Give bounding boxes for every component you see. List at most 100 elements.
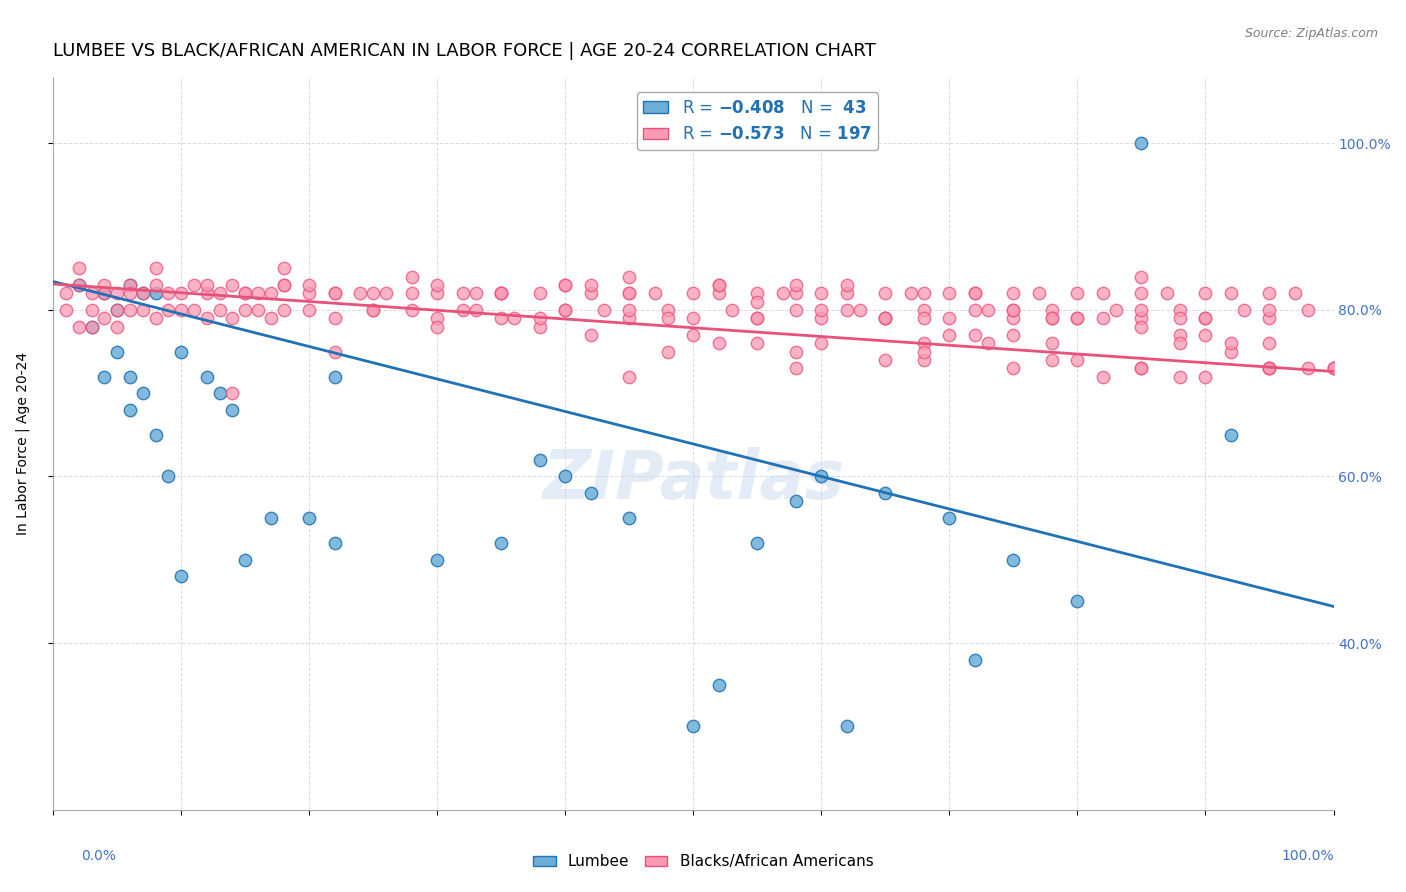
- Blacks/African Americans: [963, 302, 986, 317]
- Blacks/African Americans: [1258, 336, 1281, 351]
- Blacks/African Americans: [1105, 302, 1128, 317]
- Lumbee: [93, 369, 115, 384]
- Blacks/African Americans: [260, 286, 283, 301]
- Text: ZIPatlas: ZIPatlas: [543, 447, 845, 513]
- Blacks/African Americans: [491, 286, 513, 301]
- Blacks/African Americans: [938, 311, 960, 326]
- Blacks/African Americans: [221, 277, 243, 292]
- Blacks/African Americans: [464, 302, 486, 317]
- Blacks/African Americans: [707, 277, 730, 292]
- Blacks/African Americans: [1168, 369, 1191, 384]
- Blacks/African Americans: [1130, 269, 1153, 284]
- Blacks/African Americans: [157, 302, 180, 317]
- Blacks/African Americans: [529, 286, 551, 301]
- Blacks/African Americans: [579, 286, 602, 301]
- Lumbee: [298, 511, 321, 525]
- Blacks/African Americans: [401, 286, 423, 301]
- Blacks/African Americans: [1040, 352, 1063, 367]
- Blacks/African Americans: [644, 286, 666, 301]
- Blacks/African Americans: [938, 327, 960, 342]
- Blacks/African Americans: [682, 327, 704, 342]
- Blacks/African Americans: [1168, 327, 1191, 342]
- Blacks/African Americans: [1092, 311, 1115, 326]
- Blacks/African Americans: [619, 286, 641, 301]
- Blacks/African Americans: [1066, 352, 1088, 367]
- Blacks/African Americans: [875, 352, 897, 367]
- Lumbee: [1066, 594, 1088, 608]
- Blacks/African Americans: [195, 286, 218, 301]
- Blacks/African Americans: [93, 311, 115, 326]
- Blacks/African Americans: [912, 286, 935, 301]
- Blacks/African Americans: [491, 286, 513, 301]
- Blacks/African Americans: [157, 286, 180, 301]
- Blacks/African Americans: [183, 277, 205, 292]
- Blacks/African Americans: [707, 277, 730, 292]
- Blacks/African Americans: [579, 277, 602, 292]
- Blacks/African Americans: [221, 386, 243, 401]
- Blacks/African Americans: [912, 344, 935, 359]
- Blacks/African Americans: [747, 311, 769, 326]
- Blacks/African Americans: [298, 302, 321, 317]
- Blacks/African Americans: [1028, 286, 1050, 301]
- Blacks/African Americans: [963, 286, 986, 301]
- Lumbee: [426, 553, 449, 567]
- Blacks/African Americans: [93, 277, 115, 292]
- Blacks/African Americans: [491, 286, 513, 301]
- Lumbee: [1220, 427, 1243, 442]
- Blacks/African Americans: [132, 286, 155, 301]
- Blacks/African Americans: [323, 286, 346, 301]
- Blacks/African Americans: [233, 286, 256, 301]
- Blacks/African Americans: [273, 277, 295, 292]
- Blacks/African Americans: [835, 302, 858, 317]
- Blacks/African Americans: [785, 277, 807, 292]
- Blacks/African Americans: [1258, 302, 1281, 317]
- Blacks/African Americans: [912, 352, 935, 367]
- Blacks/African Americans: [349, 286, 371, 301]
- Blacks/African Americans: [118, 302, 141, 317]
- Blacks/African Americans: [118, 277, 141, 292]
- Blacks/African Americans: [938, 286, 960, 301]
- Lumbee: [170, 344, 193, 359]
- Blacks/African Americans: [246, 286, 269, 301]
- Blacks/African Americans: [810, 302, 832, 317]
- Lumbee: [105, 302, 128, 317]
- Blacks/African Americans: [233, 302, 256, 317]
- Blacks/African Americans: [1002, 361, 1025, 376]
- Blacks/African Americans: [529, 311, 551, 326]
- Lumbee: [810, 469, 832, 483]
- Blacks/African Americans: [785, 302, 807, 317]
- Blacks/African Americans: [619, 311, 641, 326]
- Blacks/African Americans: [810, 311, 832, 326]
- Blacks/African Americans: [835, 286, 858, 301]
- Lumbee: [707, 678, 730, 692]
- Blacks/African Americans: [1002, 327, 1025, 342]
- Blacks/African Americans: [657, 311, 679, 326]
- Blacks/African Americans: [963, 286, 986, 301]
- Blacks/African Americans: [747, 336, 769, 351]
- Blacks/African Americans: [912, 311, 935, 326]
- Blacks/African Americans: [875, 311, 897, 326]
- Blacks/African Americans: [810, 286, 832, 301]
- Blacks/African Americans: [503, 311, 526, 326]
- Blacks/African Americans: [1002, 311, 1025, 326]
- Lumbee: [208, 386, 231, 401]
- Blacks/African Americans: [875, 311, 897, 326]
- Blacks/African Americans: [67, 277, 90, 292]
- Blacks/African Americans: [1066, 311, 1088, 326]
- Blacks/African Americans: [195, 277, 218, 292]
- Blacks/African Americans: [1220, 286, 1243, 301]
- Blacks/African Americans: [875, 311, 897, 326]
- Lumbee: [747, 536, 769, 550]
- Blacks/African Americans: [208, 286, 231, 301]
- Lumbee: [145, 427, 167, 442]
- Blacks/African Americans: [772, 286, 794, 301]
- Blacks/African Americans: [1322, 361, 1344, 376]
- Lumbee: [105, 344, 128, 359]
- Blacks/African Americans: [170, 286, 193, 301]
- Lumbee: [1002, 553, 1025, 567]
- Blacks/African Americans: [1220, 336, 1243, 351]
- Lumbee: [93, 286, 115, 301]
- Blacks/African Americans: [707, 286, 730, 301]
- Blacks/African Americans: [785, 344, 807, 359]
- Lumbee: [323, 369, 346, 384]
